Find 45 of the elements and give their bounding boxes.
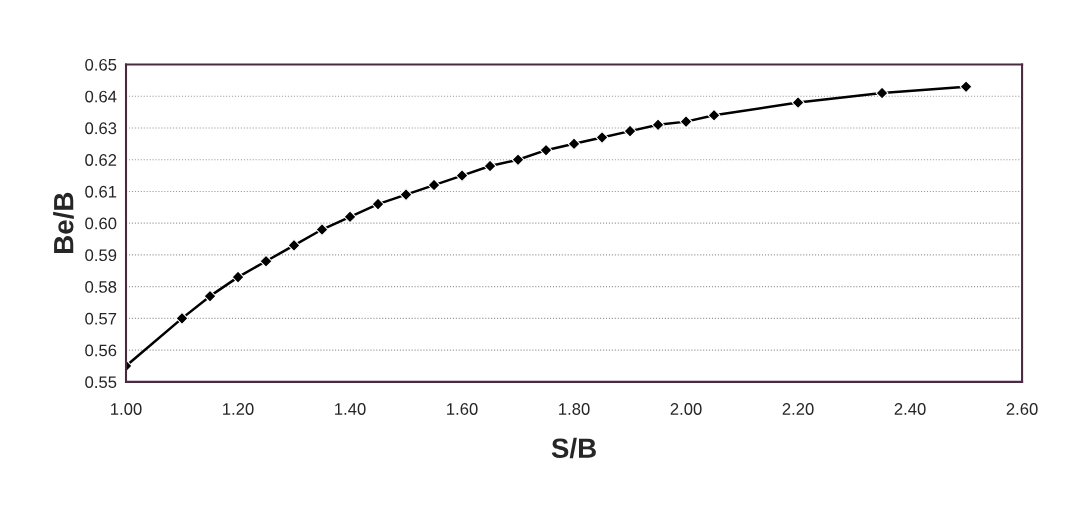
point — [567, 137, 581, 151]
point — [371, 197, 385, 211]
y-tick-label: 0.63 — [85, 122, 117, 135]
point — [959, 80, 973, 94]
point — [399, 188, 413, 202]
point — [259, 254, 273, 268]
x-tick-label: 1.40 — [335, 403, 366, 415]
y-axis-title: Be/B — [53, 192, 74, 253]
point — [595, 131, 609, 144]
y-tick-label: 0.58 — [85, 281, 117, 293]
point — [427, 178, 441, 192]
point — [707, 108, 721, 122]
point — [343, 210, 357, 224]
x-tick-label: 2.00 — [670, 403, 702, 415]
y-tick-label: 0.56 — [85, 344, 117, 357]
y-tick-label: 0.55 — [85, 376, 117, 389]
point — [175, 311, 189, 325]
x-tick-label: 1.00 — [111, 403, 142, 415]
y-tick-label: 0.64 — [85, 90, 117, 103]
point — [287, 238, 301, 252]
point — [455, 169, 469, 182]
x-axis-title: S/B — [551, 437, 596, 459]
x-tick-label: 2.20 — [782, 403, 814, 415]
y-tick-label: 0.60 — [85, 217, 117, 230]
point — [315, 223, 329, 236]
point — [511, 153, 525, 167]
point — [203, 289, 217, 303]
point — [679, 115, 693, 129]
y-tick-label: 0.57 — [85, 312, 117, 325]
point — [791, 96, 805, 109]
y-tick-label: 0.59 — [85, 249, 117, 262]
point — [539, 143, 553, 157]
x-tick-label: 2.60 — [1006, 403, 1038, 415]
point — [483, 159, 497, 173]
x-tick-label: 1.80 — [559, 403, 590, 415]
point — [651, 118, 665, 132]
y-tick-label: 0.62 — [85, 154, 117, 166]
y-tick-label: 0.65 — [85, 58, 117, 71]
x-tick-label: 1.20 — [223, 403, 254, 415]
y-tick-label: 0.61 — [85, 185, 117, 198]
point — [875, 86, 889, 100]
x-tick-label: 1.60 — [447, 403, 478, 415]
point — [231, 270, 245, 284]
x-tick-label: 2.40 — [894, 403, 926, 415]
point — [623, 124, 637, 138]
